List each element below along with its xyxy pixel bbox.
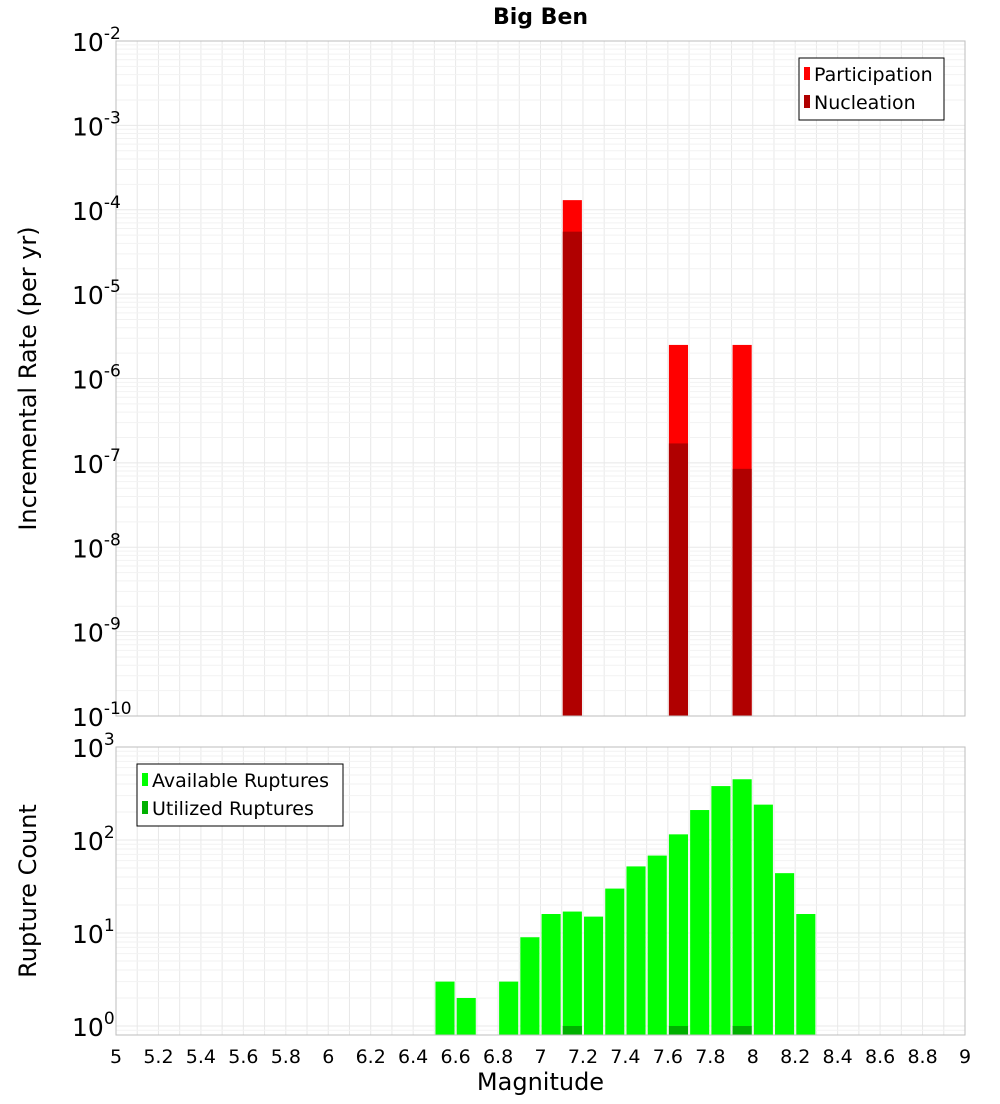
y-axis-label: Incremental Rate (per yr) — [14, 226, 42, 530]
legend-2: Available Ruptures Utilized Ruptures — [136, 763, 344, 827]
legend-swatch — [142, 801, 148, 814]
x-tick-label: 8.8 — [907, 1046, 937, 1068]
plot-frame-2 — [115, 746, 966, 1036]
x-tick-label: 8 — [747, 1046, 759, 1068]
bar-nucleation — [732, 468, 752, 716]
bar-available-ruptures — [732, 779, 752, 1035]
bar-available-ruptures — [584, 916, 604, 1035]
chart-title: Big Ben — [493, 5, 588, 30]
x-tick-label: 6.4 — [398, 1046, 428, 1068]
x-tick-label: 7.6 — [653, 1046, 683, 1068]
x-tick-label: 5.8 — [271, 1046, 301, 1068]
x-tick-label: 8.6 — [865, 1046, 895, 1068]
x-tick-label: 6.6 — [440, 1046, 470, 1068]
y-tick-label: 10-7 — [72, 446, 121, 479]
bar-utilized-ruptures — [668, 1025, 689, 1035]
y-tick-label: 10-10 — [72, 699, 132, 732]
bar-available-ruptures — [796, 914, 816, 1035]
legend-label: Participation — [814, 64, 933, 86]
plot-frame-1 — [115, 40, 966, 717]
x-tick-label: 5.6 — [228, 1046, 258, 1068]
bar-available-ruptures — [647, 855, 667, 1035]
legend-label: Utilized Ruptures — [152, 798, 314, 820]
bar-available-ruptures — [711, 786, 731, 1035]
legend-label: Available Ruptures — [152, 770, 329, 792]
bar-available-ruptures — [690, 810, 710, 1035]
x-tick-label: 7.4 — [610, 1046, 640, 1068]
bar-nucleation — [562, 231, 582, 716]
series-utilized-ruptures — [562, 1025, 752, 1035]
y-tick-label: 10-9 — [72, 615, 121, 648]
x-tick-label: 6.8 — [483, 1046, 513, 1068]
y-axis-label: Rupture Count — [14, 804, 42, 978]
x-tick-label: 6 — [322, 1046, 334, 1068]
x-tick-label: 8.2 — [780, 1046, 810, 1068]
legend-label: Nucleation — [814, 92, 916, 114]
x-tick-label: 5.2 — [143, 1046, 173, 1068]
y-tick-label: 100 — [72, 1009, 115, 1042]
series-nucleation — [562, 231, 752, 716]
bar-nucleation — [668, 443, 689, 716]
bar-available-ruptures — [562, 911, 582, 1035]
bar-utilized-ruptures — [562, 1025, 582, 1035]
bar-available-ruptures — [499, 981, 519, 1035]
y-tick-label: 10-3 — [72, 108, 121, 141]
series-participation — [562, 200, 752, 716]
grid-panel-2 — [115, 746, 966, 1036]
y-tick-label: 101 — [72, 916, 115, 949]
y-tick-label: 103 — [72, 730, 115, 763]
legend-box — [798, 57, 945, 121]
bar-available-ruptures — [626, 866, 646, 1035]
x-tick-label: 7.2 — [568, 1046, 598, 1068]
bar-available-ruptures — [605, 888, 625, 1035]
bar-available-ruptures — [520, 937, 540, 1035]
x-tick-label: 5.4 — [186, 1046, 216, 1068]
legend-swatch — [142, 773, 148, 786]
y-tick-label: 102 — [72, 823, 115, 856]
legend-swatch — [804, 67, 810, 80]
y-tick-label: 10-5 — [72, 277, 121, 310]
legend-1: Participation Nucleation — [798, 57, 945, 121]
x-tick-label: 5 — [110, 1046, 122, 1068]
bar-available-ruptures — [435, 981, 455, 1035]
bar-available-ruptures — [456, 997, 476, 1035]
bar-available-ruptures — [753, 804, 773, 1035]
grid-panel-1 — [115, 40, 966, 717]
x-tick-label: 7 — [534, 1046, 546, 1068]
x-tick-label: 9 — [959, 1046, 971, 1068]
bar-available-ruptures — [775, 873, 795, 1035]
y-tick-label: 10-8 — [72, 530, 121, 563]
y-tick-label: 10-6 — [72, 362, 121, 395]
x-axis-label: Magnitude — [477, 1068, 604, 1096]
y-tick-label: 10-4 — [72, 193, 121, 226]
bar-available-ruptures — [541, 914, 561, 1035]
legend-box — [136, 763, 344, 827]
legend-swatch — [804, 95, 810, 108]
x-tick-label: 8.4 — [823, 1046, 853, 1068]
bar-available-ruptures — [668, 834, 689, 1035]
series-available-ruptures — [435, 779, 816, 1035]
x-tick-label: 7.8 — [695, 1046, 725, 1068]
bar-utilized-ruptures — [732, 1025, 752, 1035]
y-tick-label: 10-2 — [72, 24, 121, 57]
x-tick-label: 6.2 — [356, 1046, 386, 1068]
